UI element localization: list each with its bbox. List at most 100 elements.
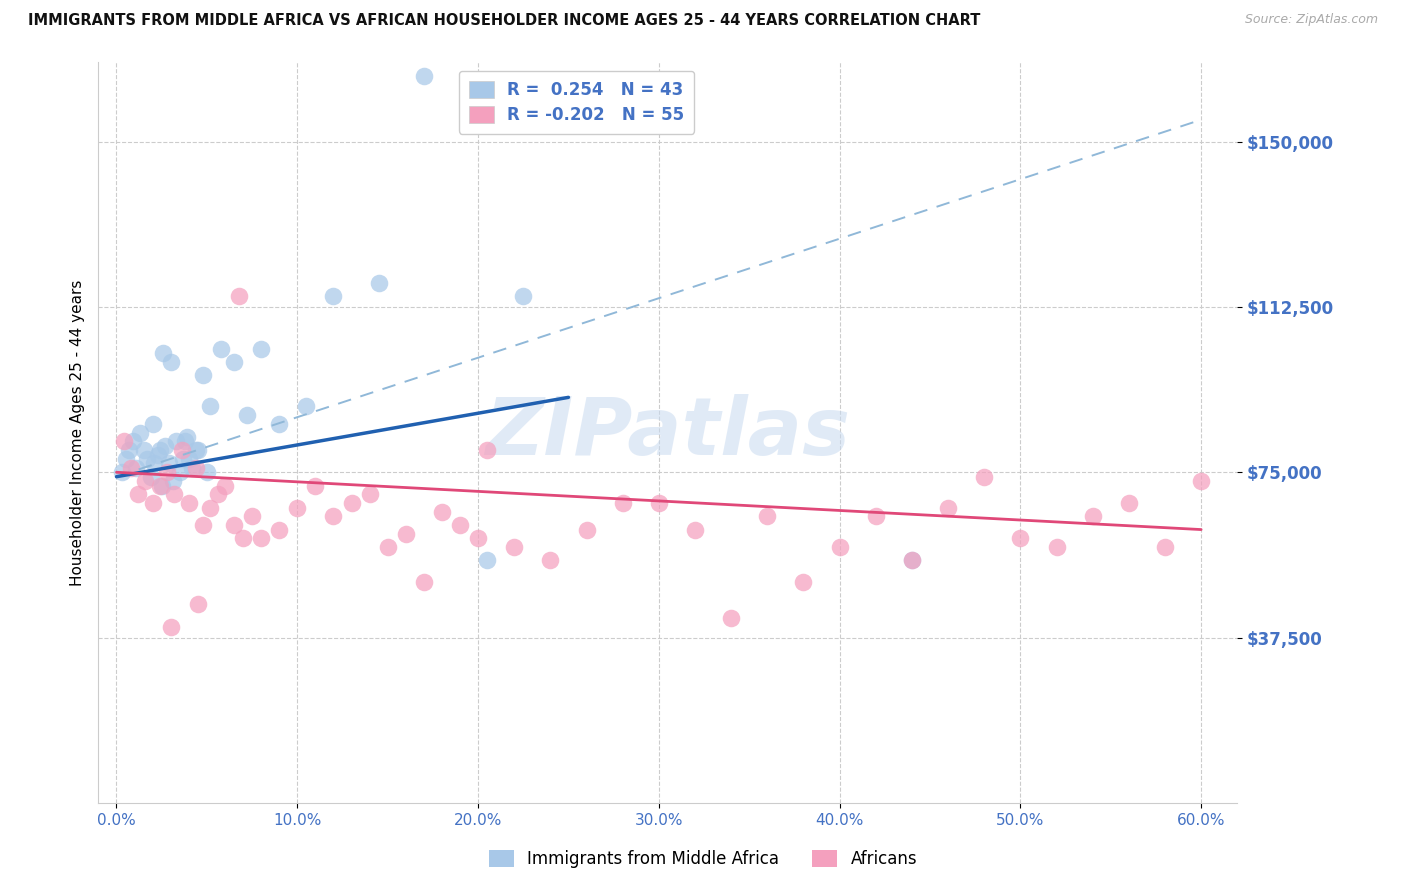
Point xyxy=(150,478,173,492)
Point xyxy=(235,408,257,422)
Point xyxy=(159,619,181,633)
Point xyxy=(901,553,924,567)
Point xyxy=(648,496,671,510)
Point xyxy=(184,443,207,458)
Point xyxy=(232,532,254,546)
Point xyxy=(162,474,184,488)
Point xyxy=(176,430,198,444)
Point xyxy=(1081,509,1104,524)
Point xyxy=(503,540,526,554)
Point xyxy=(1045,540,1067,554)
Point xyxy=(165,434,187,449)
Point xyxy=(134,474,156,488)
Legend: Immigrants from Middle Africa, Africans: Immigrants from Middle Africa, Africans xyxy=(482,843,924,875)
Point xyxy=(177,496,200,510)
Point xyxy=(146,448,169,462)
Point xyxy=(575,523,598,537)
Point xyxy=(127,487,149,501)
Point xyxy=(132,443,155,458)
Point xyxy=(157,457,180,471)
Point xyxy=(901,553,924,567)
Point xyxy=(200,500,222,515)
Point xyxy=(152,346,174,360)
Point xyxy=(222,518,245,533)
Text: Source: ZipAtlas.com: Source: ZipAtlas.com xyxy=(1244,13,1378,27)
Point xyxy=(181,461,204,475)
Point xyxy=(240,509,263,524)
Point xyxy=(169,465,191,479)
Legend: R =  0.254   N = 43, R = -0.202   N = 55: R = 0.254 N = 43, R = -0.202 N = 55 xyxy=(458,70,695,134)
Point xyxy=(973,469,995,483)
Text: ZIPatlas: ZIPatlas xyxy=(485,393,851,472)
Point xyxy=(156,465,179,479)
Point xyxy=(359,487,381,501)
Point xyxy=(139,469,162,483)
Point xyxy=(683,523,706,537)
Point xyxy=(285,500,308,515)
Point xyxy=(149,478,172,492)
Point xyxy=(340,496,363,510)
Point xyxy=(377,540,399,554)
Point xyxy=(1189,474,1212,488)
Point xyxy=(209,342,232,356)
Point xyxy=(118,443,141,458)
Point xyxy=(475,553,498,567)
Point xyxy=(222,355,245,369)
Point xyxy=(129,425,152,440)
Point xyxy=(142,417,165,431)
Point xyxy=(430,505,453,519)
Point xyxy=(449,518,471,533)
Point xyxy=(195,465,218,479)
Point xyxy=(412,575,434,590)
Point xyxy=(828,540,851,554)
Point xyxy=(193,368,215,383)
Text: IMMIGRANTS FROM MIDDLE AFRICA VS AFRICAN HOUSEHOLDER INCOME AGES 25 - 44 YEARS C: IMMIGRANTS FROM MIDDLE AFRICA VS AFRICAN… xyxy=(28,13,980,29)
Point xyxy=(1154,540,1177,554)
Point xyxy=(475,443,498,458)
Point xyxy=(163,487,186,501)
Point xyxy=(612,496,634,510)
Point xyxy=(112,434,135,449)
Point xyxy=(187,443,209,458)
Point xyxy=(172,452,194,467)
Point xyxy=(304,478,326,492)
Point xyxy=(111,465,134,479)
Point xyxy=(792,575,814,590)
Point xyxy=(228,289,250,303)
Point xyxy=(720,610,742,624)
Point xyxy=(136,452,159,467)
Point xyxy=(177,452,200,467)
Point xyxy=(538,553,561,567)
Point xyxy=(1118,496,1140,510)
Point xyxy=(322,289,344,303)
Point xyxy=(143,457,166,471)
Point xyxy=(412,69,434,83)
Point xyxy=(250,532,273,546)
Y-axis label: Householder Income Ages 25 - 44 years: Householder Income Ages 25 - 44 years xyxy=(69,279,84,586)
Point xyxy=(1010,532,1032,546)
Point xyxy=(395,527,418,541)
Point xyxy=(184,461,207,475)
Point xyxy=(269,417,291,431)
Point xyxy=(142,496,165,510)
Point xyxy=(125,461,148,475)
Point xyxy=(149,443,172,458)
Point xyxy=(114,452,136,467)
Point xyxy=(467,532,489,546)
Point xyxy=(120,461,142,475)
Point xyxy=(214,478,236,492)
Point xyxy=(512,289,534,303)
Point xyxy=(322,509,344,524)
Point xyxy=(207,487,229,501)
Point xyxy=(170,443,193,458)
Point xyxy=(200,399,222,413)
Point xyxy=(155,439,177,453)
Point xyxy=(936,500,959,515)
Point xyxy=(367,276,389,290)
Point xyxy=(865,509,887,524)
Point xyxy=(193,518,215,533)
Point xyxy=(269,523,291,537)
Point xyxy=(174,434,197,449)
Point xyxy=(756,509,779,524)
Point xyxy=(295,399,318,413)
